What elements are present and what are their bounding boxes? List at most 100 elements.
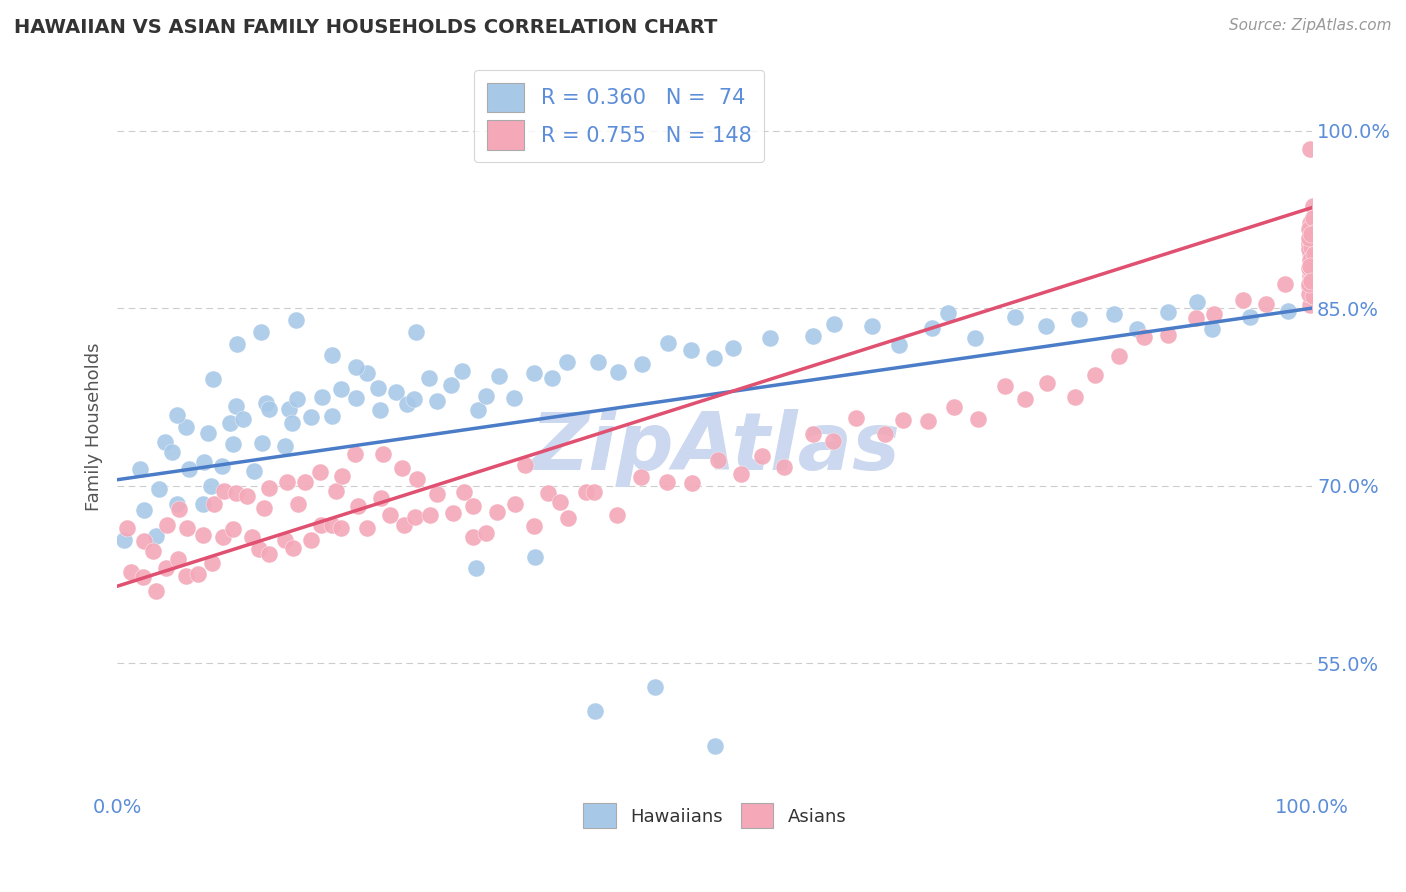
Point xyxy=(249,325,271,339)
Point xyxy=(921,320,943,334)
Point xyxy=(860,318,883,333)
Point xyxy=(730,467,752,482)
Point xyxy=(1298,252,1320,267)
Point xyxy=(630,470,652,484)
Text: Source: ZipAtlas.com: Source: ZipAtlas.com xyxy=(1229,18,1392,33)
Point xyxy=(392,517,415,532)
Point xyxy=(426,487,449,501)
Point xyxy=(176,521,198,535)
Point xyxy=(440,377,463,392)
Point xyxy=(155,435,177,450)
Legend: Hawaiians, Asians: Hawaiians, Asians xyxy=(576,796,853,836)
Point xyxy=(1302,289,1324,303)
Point xyxy=(1298,278,1320,293)
Point xyxy=(225,400,247,414)
Point xyxy=(281,417,304,431)
Point xyxy=(174,420,197,434)
Point xyxy=(461,499,484,513)
Point xyxy=(503,497,526,511)
Point xyxy=(134,534,156,549)
Point xyxy=(1301,270,1323,285)
Point xyxy=(405,472,427,486)
Point xyxy=(212,484,235,499)
Point xyxy=(1084,368,1107,382)
Point xyxy=(575,485,598,500)
Point xyxy=(1254,297,1277,311)
Point xyxy=(1201,321,1223,335)
Point xyxy=(1232,293,1254,307)
Point xyxy=(1185,295,1208,310)
Point xyxy=(1298,231,1320,245)
Point xyxy=(325,484,347,499)
Point xyxy=(1301,235,1323,250)
Text: ZipAtlas: ZipAtlas xyxy=(530,409,900,488)
Point xyxy=(586,355,609,369)
Point xyxy=(155,561,177,575)
Point xyxy=(1303,269,1326,284)
Point xyxy=(1239,310,1261,325)
Point xyxy=(1302,211,1324,225)
Point xyxy=(758,331,780,345)
Point xyxy=(1004,310,1026,324)
Point xyxy=(174,568,197,582)
Point xyxy=(134,502,156,516)
Point xyxy=(321,409,343,423)
Point xyxy=(1303,241,1326,255)
Point xyxy=(965,331,987,345)
Point xyxy=(522,519,544,533)
Point xyxy=(1299,246,1322,260)
Point xyxy=(1303,281,1326,295)
Point xyxy=(1298,286,1320,301)
Point xyxy=(177,461,200,475)
Point xyxy=(145,529,167,543)
Point xyxy=(1299,257,1322,271)
Point xyxy=(801,426,824,441)
Point xyxy=(1299,235,1322,249)
Point xyxy=(225,336,247,351)
Point xyxy=(1302,247,1324,261)
Point xyxy=(344,360,367,375)
Point xyxy=(681,475,703,490)
Point xyxy=(1303,240,1326,254)
Point xyxy=(418,371,440,385)
Point xyxy=(201,372,224,386)
Point xyxy=(679,343,702,357)
Point xyxy=(524,549,547,564)
Point xyxy=(232,412,254,426)
Point xyxy=(332,468,354,483)
Point xyxy=(321,517,343,532)
Point xyxy=(311,517,333,532)
Point xyxy=(1305,259,1327,273)
Point xyxy=(1126,322,1149,336)
Point xyxy=(112,533,135,548)
Point xyxy=(1108,349,1130,363)
Point xyxy=(1035,376,1057,391)
Point xyxy=(1298,242,1320,256)
Point xyxy=(201,556,224,570)
Point xyxy=(537,486,560,500)
Point xyxy=(1298,236,1320,251)
Point xyxy=(1104,308,1126,322)
Point xyxy=(145,583,167,598)
Text: HAWAIIAN VS ASIAN FAMILY HOUSEHOLDS CORRELATION CHART: HAWAIIAN VS ASIAN FAMILY HOUSEHOLDS CORR… xyxy=(14,18,717,37)
Point xyxy=(1305,247,1327,261)
Point xyxy=(891,412,914,426)
Point xyxy=(142,544,165,558)
Point xyxy=(294,475,316,490)
Point xyxy=(299,533,322,547)
Point xyxy=(385,385,408,400)
Point xyxy=(148,482,170,496)
Point xyxy=(655,475,678,489)
Point xyxy=(845,411,868,425)
Point xyxy=(1298,239,1320,253)
Point xyxy=(1299,297,1322,311)
Point xyxy=(254,396,277,410)
Point xyxy=(1064,390,1087,404)
Point xyxy=(368,402,391,417)
Point xyxy=(117,521,139,535)
Point xyxy=(1035,318,1057,333)
Point xyxy=(160,444,183,458)
Point xyxy=(503,391,526,405)
Point xyxy=(1299,274,1322,288)
Point xyxy=(259,481,281,495)
